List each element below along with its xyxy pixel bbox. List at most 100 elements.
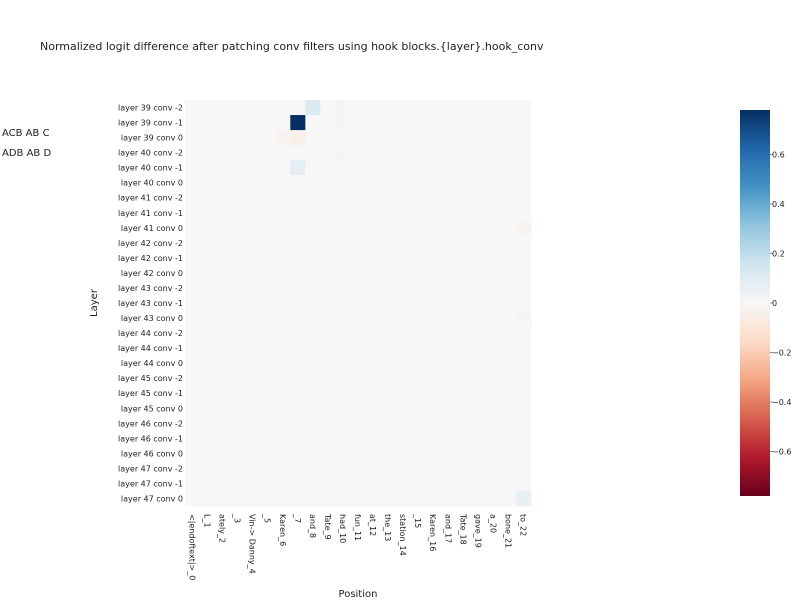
heatmap-cell [230, 400, 246, 417]
heatmap-cell [335, 115, 351, 131]
heatmap-cell [260, 115, 276, 131]
heatmap-cell [215, 115, 231, 131]
heatmap-cell [440, 415, 457, 432]
heatmap-cell [245, 190, 261, 206]
heatmap-cell [425, 385, 442, 402]
heatmap-cell [455, 430, 472, 447]
x-tick-label: Karen_6 [278, 514, 287, 546]
heatmap-cell [425, 175, 442, 191]
heatmap-cell [455, 175, 472, 191]
heatmap-cell [365, 370, 381, 387]
heatmap-cell [230, 235, 246, 251]
heatmap-cell [455, 325, 472, 341]
heatmap-cell [365, 205, 381, 221]
heatmap-cell [380, 445, 397, 462]
heatmap-cell [305, 130, 321, 146]
heatmap-cell [215, 190, 231, 206]
heatmap-cell [320, 145, 336, 161]
x-tick-labels: <|endoftext|>_0 L_1 ately_2 _3 Vin-> Danny_4… [188, 513, 528, 580]
heatmap-cell [260, 490, 276, 507]
heatmap-cell [515, 400, 532, 417]
heatmap-cell [215, 220, 231, 236]
heatmap-cell [185, 250, 201, 266]
heatmap-cell [275, 295, 291, 311]
heatmap-cell [275, 430, 291, 447]
heatmap-cell [320, 205, 336, 221]
heatmap-cell [440, 145, 457, 161]
heatmap-cell [245, 385, 261, 402]
heatmap-cell [515, 160, 532, 176]
heatmap-cell [365, 175, 381, 191]
heatmap-cell [200, 235, 216, 251]
heatmap-cell [305, 325, 321, 341]
heatmap-cell [275, 415, 291, 432]
heatmap-cell [485, 250, 502, 266]
heatmap-cell [275, 130, 291, 146]
heatmap-cell [410, 295, 427, 311]
heatmap-cell [185, 235, 201, 251]
heatmap-cell [335, 295, 351, 311]
heatmap-cell [290, 130, 306, 146]
heatmap-cell [470, 340, 487, 357]
heatmap-cell [245, 475, 261, 492]
heatmap-cell [380, 235, 397, 251]
heatmap-cell [440, 235, 457, 251]
heatmap-cell [230, 190, 246, 206]
heatmap-cell [335, 475, 351, 492]
heatmap-cell [335, 385, 351, 402]
heatmap-cell [215, 475, 231, 492]
heatmap-cell [230, 370, 246, 387]
heatmap-cell [470, 295, 487, 311]
heatmap-cell [440, 475, 457, 492]
heatmap-cell [395, 250, 412, 266]
heatmap-cell [305, 430, 321, 447]
heatmap-cell [320, 370, 336, 387]
heatmap-cell [305, 205, 321, 221]
heatmap-cell [305, 235, 321, 251]
heatmap-cell [230, 430, 246, 447]
heatmap-cell [335, 490, 351, 507]
heatmap-cell [320, 100, 336, 116]
heatmap-cell [425, 460, 442, 477]
colorbar-tick-label: −0.6 [772, 447, 791, 456]
heatmap-cell [425, 370, 442, 387]
heatmap-cell [290, 100, 306, 116]
heatmap-cell [470, 460, 487, 477]
heatmap-cell [260, 145, 276, 161]
heatmap-cell [215, 205, 231, 221]
x-tick-label: to_22 [518, 514, 527, 536]
heatmap-cell [485, 205, 502, 221]
heatmap-cell [470, 160, 487, 176]
side-label-2: ADB AB D [2, 148, 52, 159]
heatmap-cell [455, 250, 472, 266]
heatmap-cell [485, 115, 502, 131]
y-tick-label: layer 44 conv -1 [118, 344, 183, 353]
heatmap-cell [260, 190, 276, 206]
heatmap-cell [485, 175, 502, 191]
heatmap-cell [380, 160, 397, 176]
heatmap-cell [215, 295, 231, 311]
x-tick-label: at_12 [368, 514, 377, 536]
heatmap-cell [335, 310, 351, 326]
heatmap-cell [380, 490, 397, 507]
heatmap-cell [365, 100, 381, 116]
heatmap-cell [425, 235, 442, 251]
heatmap-cell [440, 175, 457, 191]
heatmap-cell [275, 250, 291, 266]
heatmap-cell [335, 100, 351, 116]
heatmap-cell [485, 220, 502, 236]
heatmap-cell [350, 205, 366, 221]
heatmap-cell [185, 385, 201, 402]
heatmap-cell [245, 175, 261, 191]
x-tick-label: Karen_16 [428, 514, 437, 551]
heatmap-cell [290, 115, 306, 131]
heatmap-cell [305, 490, 321, 507]
heatmap-cell [425, 220, 442, 236]
heatmap-cell [470, 445, 487, 462]
heatmap-cell [260, 265, 276, 281]
heatmap-cell [455, 220, 472, 236]
heatmap-cell [455, 160, 472, 176]
heatmap-cell [260, 250, 276, 266]
heatmap-cell [275, 220, 291, 236]
heatmap-cell [335, 220, 351, 236]
